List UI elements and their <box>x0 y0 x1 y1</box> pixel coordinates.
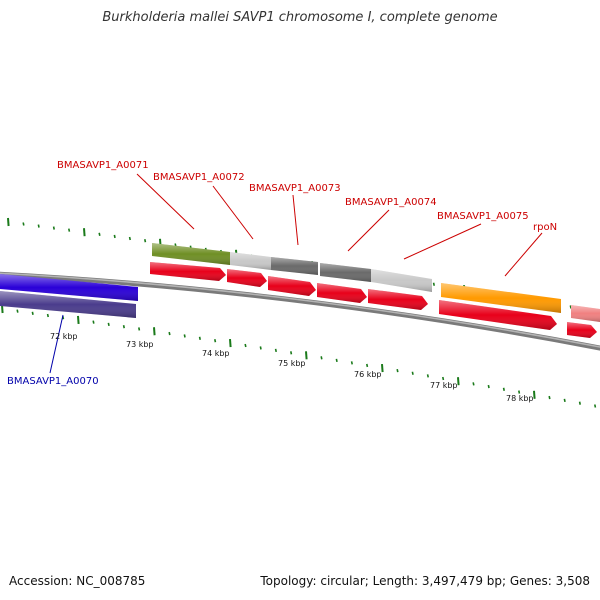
minor-tick <box>594 404 597 408</box>
major-tick <box>381 363 384 373</box>
minor-tick <box>426 374 429 378</box>
gene-label-rpon[interactable]: rpoN <box>533 222 557 233</box>
kbp-labels: 72 kbp 73 kbp 74 kbp 75 kbp 76 kbp 77 kb… <box>50 332 534 403</box>
minor-tick <box>335 358 338 363</box>
minor-tick <box>107 322 110 327</box>
gene-label-bmasavp1-a0072[interactable]: BMASAVP1_A0072 <box>153 172 245 183</box>
kbp-label: 74 kbp <box>202 349 230 358</box>
feature-band-forward <box>152 243 600 322</box>
gene-label-bmasavp1-a0075[interactable]: BMASAVP1_A0075 <box>437 211 529 222</box>
minor-tick <box>432 282 435 286</box>
minor-tick <box>274 348 277 353</box>
kbp-label: 76 kbp <box>354 370 382 379</box>
minor-tick <box>128 236 131 241</box>
leader-rpon <box>504 232 543 277</box>
label-leaders <box>136 173 543 277</box>
major-tick <box>77 315 80 324</box>
kbp-label: 78 kbp <box>506 394 534 403</box>
minor-tick <box>396 368 399 373</box>
gene-label-bmasavp1-a0070[interactable]: BMASAVP1_A0070 <box>7 376 99 387</box>
leader-bmasavp1-a0075 <box>403 223 482 260</box>
accession-label: Accession: NC_008785 <box>9 574 146 588</box>
minor-tick <box>320 356 323 360</box>
minor-tick <box>442 376 445 381</box>
minor-tick <box>518 390 521 394</box>
major-tick <box>533 390 536 399</box>
minor-tick <box>563 398 566 403</box>
map-title: Burkholderia mallei SAVP1 chromosome I, … <box>102 10 498 25</box>
minor-tick <box>198 336 201 340</box>
kbp-label: 73 kbp <box>126 340 154 349</box>
minor-tick <box>144 239 147 243</box>
genome-backbone-highlight <box>0 272 600 348</box>
leader-bmasavp1-a0072 <box>212 185 254 240</box>
gene-arrows-forward <box>150 262 597 338</box>
gene-arrows-reverse <box>0 274 138 318</box>
gene-label-bmasavp1-a0073[interactable]: BMASAVP1_A0073 <box>249 183 341 194</box>
leader-bmasavp1-a0071 <box>136 173 195 230</box>
gene-label-bmasavp1-a0074[interactable]: BMASAVP1_A0074 <box>345 197 437 208</box>
major-tick <box>305 351 308 360</box>
major-tick <box>153 327 156 336</box>
minor-tick <box>168 331 171 336</box>
major-tick <box>83 228 86 237</box>
major-tick <box>7 217 10 227</box>
leader-bmasavp1-a0070 <box>49 314 64 374</box>
minor-tick <box>411 371 414 375</box>
minor-tick <box>183 334 186 338</box>
minor-tick <box>290 351 293 355</box>
minor-tick <box>22 222 25 226</box>
minor-tick <box>350 361 353 365</box>
leader-bmasavp1-a0073 <box>292 194 299 246</box>
gene-label-bmasavp1-a0071[interactable]: BMASAVP1_A0071 <box>57 160 149 171</box>
kbp-label: 72 kbp <box>50 332 78 341</box>
genome-summary: Topology: circular; Length: 3,497,479 bp… <box>260 574 590 588</box>
minor-tick <box>214 339 217 343</box>
minor-tick <box>16 309 19 313</box>
minor-tick <box>578 401 581 405</box>
minor-tick <box>244 343 247 348</box>
minor-tick <box>502 387 505 391</box>
minor-tick <box>548 395 551 400</box>
minor-tick <box>487 384 490 389</box>
minor-tick <box>366 363 369 368</box>
major-tick <box>1 304 4 314</box>
minor-tick <box>259 346 262 350</box>
minor-tick <box>68 228 71 232</box>
minor-tick <box>98 232 101 236</box>
major-tick <box>457 377 460 386</box>
minor-tick <box>138 327 141 331</box>
minor-tick <box>31 311 34 315</box>
minor-tick <box>122 325 125 329</box>
gene-labels: BMASAVP1_A0071 BMASAVP1_A0072 BMASAVP1_A… <box>7 160 557 387</box>
minor-tick <box>569 305 572 309</box>
minor-tick <box>52 226 55 230</box>
kbp-label: 75 kbp <box>278 359 306 368</box>
minor-tick <box>113 234 116 239</box>
minor-tick <box>46 313 49 318</box>
major-tick <box>229 338 232 348</box>
minor-tick <box>92 320 95 324</box>
minor-tick <box>472 382 475 386</box>
genome-backbone <box>0 271 600 351</box>
leader-bmasavp1-a0074 <box>347 209 390 252</box>
kbp-label: 77 kbp <box>430 381 458 390</box>
minor-tick <box>37 224 40 228</box>
